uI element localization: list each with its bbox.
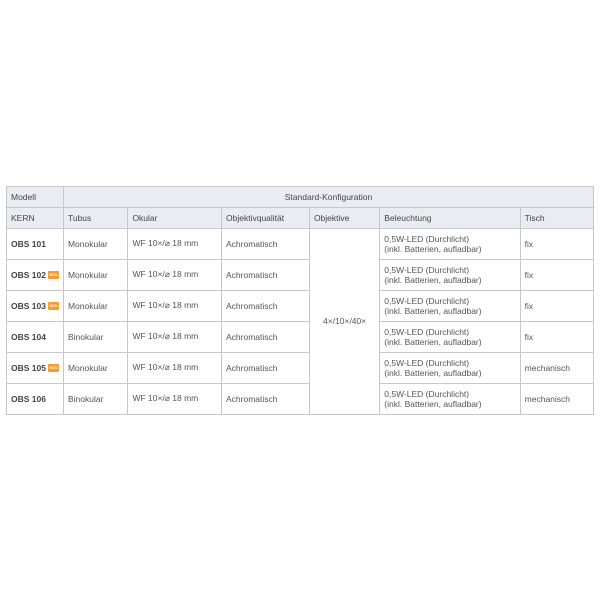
header-row-2: KERN Tubus Okular Objektivqualität Objek… (7, 207, 594, 228)
table-row: OBS 104 BinokularWF 10×/⌀ 18 mmAchromatis… (7, 321, 594, 352)
cell-okular: WF 10×/⌀ 18 mm (128, 321, 222, 352)
cell-beleuchtung: 0,5W-LED (Durchlicht)(inkl. Batterien, a… (380, 352, 520, 383)
light-line1: 0,5W-LED (Durchlicht) (384, 389, 515, 399)
cell-tisch: mechanisch (520, 352, 593, 383)
table-row: OBS 102NEUMonokularWF 10×/⌀ 18 mmAchroma… (7, 259, 594, 290)
header-okular: Okular (128, 207, 222, 228)
light-line1: 0,5W-LED (Durchlicht) (384, 327, 515, 337)
table-row: OBS 101 MonokularWF 10×/⌀ 18 mmAchromatis… (7, 228, 594, 259)
header-config-title: Standard-Konfiguration (63, 186, 593, 207)
header-row-1: Modell Standard-Konfiguration (7, 186, 594, 207)
new-badge-icon: NEU (48, 302, 59, 310)
cell-model: OBS 101 (7, 228, 64, 259)
cell-beleuchtung: 0,5W-LED (Durchlicht)(inkl. Batterien, a… (380, 259, 520, 290)
cell-tubus: Monokular (63, 290, 127, 321)
cell-tubus: Monokular (63, 228, 127, 259)
cell-tubus: Monokular (63, 259, 127, 290)
cell-tubus: Binokular (63, 383, 127, 414)
cell-objektive-merged: 4×/10×/40× (309, 228, 379, 414)
cell-model: OBS 106 (7, 383, 64, 414)
cell-okular: WF 10×/⌀ 18 mm (128, 259, 222, 290)
table-row: OBS 105NEUMonokularWF 10×/⌀ 18 mmAchroma… (7, 352, 594, 383)
cell-tubus: Binokular (63, 321, 127, 352)
cell-objq: Achromatisch (222, 352, 310, 383)
cell-objq: Achromatisch (222, 228, 310, 259)
model-label: OBS 106 (11, 394, 46, 404)
cell-tisch: fix (520, 321, 593, 352)
header-objq: Objektivqualität (222, 207, 310, 228)
light-line2: (inkl. Batterien, aufladbar) (384, 244, 515, 254)
table-container: Modell Standard-Konfiguration KERN Tubus… (0, 186, 600, 415)
cell-tisch: fix (520, 228, 593, 259)
light-line2: (inkl. Batterien, aufladbar) (384, 275, 515, 285)
cell-tubus: Monokular (63, 352, 127, 383)
new-badge-icon: NEU (48, 271, 59, 279)
cell-tisch: fix (520, 290, 593, 321)
header-tubus: Tubus (63, 207, 127, 228)
cell-objq: Achromatisch (222, 259, 310, 290)
cell-tisch: fix (520, 259, 593, 290)
table-row: OBS 103NEUMonokularWF 10×/⌀ 18 mmAchroma… (7, 290, 594, 321)
cell-model: OBS 104 (7, 321, 64, 352)
cell-model: OBS 102NEU (7, 259, 64, 290)
table-row: OBS 106 BinokularWF 10×/⌀ 18 mmAchromatis… (7, 383, 594, 414)
new-badge-icon: NEU (48, 364, 59, 372)
header-beleuchtung: Beleuchtung (380, 207, 520, 228)
cell-beleuchtung: 0,5W-LED (Durchlicht)(inkl. Batterien, a… (380, 321, 520, 352)
header-model-bottom: KERN (7, 207, 64, 228)
light-line1: 0,5W-LED (Durchlicht) (384, 265, 515, 275)
light-line1: 0,5W-LED (Durchlicht) (384, 234, 515, 244)
cell-okular: WF 10×/⌀ 18 mm (128, 352, 222, 383)
cell-model: OBS 103NEU (7, 290, 64, 321)
light-line2: (inkl. Batterien, aufladbar) (384, 399, 515, 409)
light-line1: 0,5W-LED (Durchlicht) (384, 296, 515, 306)
cell-okular: WF 10×/⌀ 18 mm (128, 383, 222, 414)
cell-objq: Achromatisch (222, 383, 310, 414)
cell-beleuchtung: 0,5W-LED (Durchlicht)(inkl. Batterien, a… (380, 228, 520, 259)
light-line2: (inkl. Batterien, aufladbar) (384, 337, 515, 347)
light-line1: 0,5W-LED (Durchlicht) (384, 358, 515, 368)
cell-tisch: mechanisch (520, 383, 593, 414)
header-tisch: Tisch (520, 207, 593, 228)
cell-objq: Achromatisch (222, 290, 310, 321)
model-label: OBS 101 (11, 239, 46, 249)
header-model-top: Modell (7, 186, 64, 207)
cell-okular: WF 10×/⌀ 18 mm (128, 228, 222, 259)
model-label: OBS 104 (11, 332, 46, 342)
header-objektive: Objektive (309, 207, 379, 228)
cell-okular: WF 10×/⌀ 18 mm (128, 290, 222, 321)
light-line2: (inkl. Batterien, aufladbar) (384, 368, 515, 378)
model-label: OBS 103 (11, 301, 46, 311)
cell-objq: Achromatisch (222, 321, 310, 352)
config-table: Modell Standard-Konfiguration KERN Tubus… (6, 186, 594, 415)
cell-model: OBS 105NEU (7, 352, 64, 383)
model-label: OBS 102 (11, 270, 46, 280)
model-label: OBS 105 (11, 363, 46, 373)
light-line2: (inkl. Batterien, aufladbar) (384, 306, 515, 316)
cell-beleuchtung: 0,5W-LED (Durchlicht)(inkl. Batterien, a… (380, 290, 520, 321)
cell-beleuchtung: 0,5W-LED (Durchlicht)(inkl. Batterien, a… (380, 383, 520, 414)
